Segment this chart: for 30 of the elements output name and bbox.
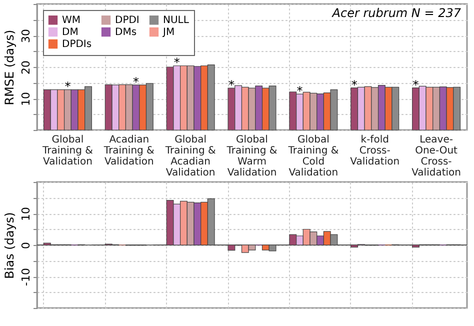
y-tick-label: -10 (20, 268, 32, 286)
legend-label: DPDIs (62, 39, 92, 50)
y-axis-title: Bias (days) (2, 212, 16, 279)
y-tick-label: 10 (20, 92, 32, 106)
data-label: * (174, 56, 180, 70)
data-label: * (296, 84, 303, 98)
data-label: * (132, 74, 139, 89)
x-tick-label: Leave- One-Out Cross- Validation (412, 134, 461, 178)
y-tick-label: 10 (20, 207, 32, 221)
legend-label: NULL (163, 15, 190, 26)
legend-label: DPDI (115, 15, 140, 26)
y-tick-label: 0 (20, 242, 32, 249)
legend-label: DMs (115, 27, 137, 38)
x-tick-label: Global Training & Acadian Validation (164, 134, 216, 178)
data-label: * (228, 78, 234, 92)
x-tick-label: k-fold Cross- Validation (350, 134, 400, 168)
legend-label: WM (62, 15, 81, 26)
y-axis-title: RMSE (days) (2, 30, 16, 106)
legend-label: DM (62, 27, 78, 38)
y-tick-label: 20 (20, 60, 32, 74)
data-label: * (351, 78, 358, 92)
data-label: * (412, 78, 419, 92)
annotation: Acer rubrum N = 237 (331, 6, 462, 20)
legend-label: JM (162, 27, 175, 38)
x-tick-label: Acadian Training & Validation (102, 134, 155, 168)
x-tick-label: Global Training & Cold Validation (287, 134, 339, 178)
y-tick-label: 30 (20, 29, 32, 43)
x-tick-label: Global Training & Warm Validation (226, 134, 278, 178)
data-label: * (64, 80, 71, 94)
x-tick-label: Global Training & Validation (41, 134, 94, 168)
